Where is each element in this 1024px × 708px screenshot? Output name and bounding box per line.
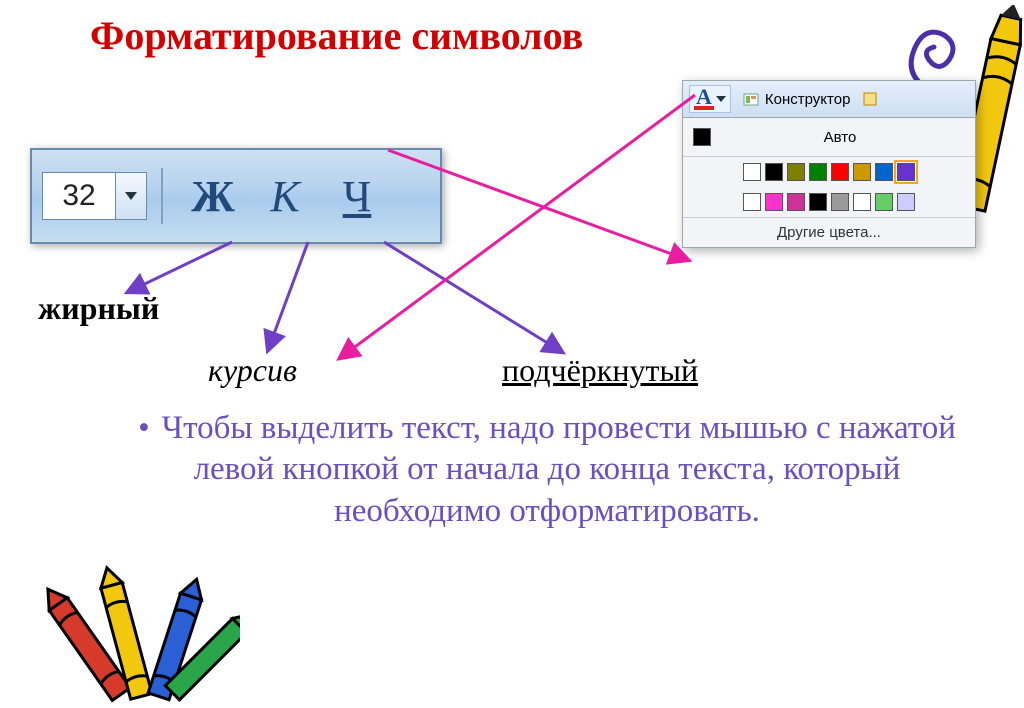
bold-button[interactable]: Ж (181, 167, 245, 225)
label-bold: жирный (38, 290, 159, 327)
underline-button[interactable]: Ч (325, 167, 389, 225)
auto-color-row[interactable]: Авто (683, 118, 975, 157)
chevron-down-icon (716, 96, 726, 102)
color-swatch[interactable] (787, 193, 805, 211)
auto-swatch (693, 128, 711, 146)
color-swatch[interactable] (897, 193, 915, 211)
font-color-panel: A Конструктор Авто Другие цвета... (682, 80, 976, 248)
chevron-down-icon (125, 192, 137, 200)
color-swatch[interactable] (743, 163, 761, 181)
label-italic: курсив (208, 352, 297, 389)
color-swatch[interactable] (809, 193, 827, 211)
label-underline: подчёркнутый (502, 352, 698, 389)
color-swatch[interactable] (765, 163, 783, 181)
more-colors-button[interactable]: Другие цвета... (683, 217, 975, 247)
crayons-decoration-bottom (20, 548, 240, 708)
designer-label: Конструктор (765, 91, 851, 108)
instruction-body: Чтобы выделить текст, надо провести мышь… (162, 410, 956, 529)
font-color-icon: A (694, 88, 714, 110)
page-title: Форматирование символов (90, 12, 583, 59)
color-swatch[interactable] (897, 163, 915, 181)
more-icon[interactable] (862, 91, 878, 107)
swatch-row-2 (683, 187, 975, 217)
color-swatch[interactable] (853, 163, 871, 181)
toolbar-separator (161, 168, 163, 224)
designer-button[interactable]: Конструктор (739, 89, 855, 110)
color-swatch[interactable] (875, 193, 893, 211)
font-size-dropdown[interactable] (116, 172, 147, 220)
color-swatch[interactable] (809, 163, 827, 181)
swatch-row-1 (683, 157, 975, 187)
color-swatch[interactable] (853, 193, 871, 211)
font-color-button[interactable]: A (689, 85, 731, 113)
color-swatch[interactable] (787, 163, 805, 181)
color-swatch[interactable] (831, 163, 849, 181)
format-toolbar: 32 Ж К Ч (30, 148, 442, 244)
instruction-text: •Чтобы выделить текст, надо провести мыш… (130, 408, 964, 532)
font-size-input[interactable]: 32 (42, 172, 116, 220)
italic-button[interactable]: К (253, 167, 317, 225)
color-swatch[interactable] (765, 193, 783, 211)
color-swatch[interactable] (743, 193, 761, 211)
color-swatch[interactable] (875, 163, 893, 181)
auto-label: Авто (713, 129, 967, 146)
designer-icon (743, 91, 761, 107)
color-swatch[interactable] (831, 193, 849, 211)
